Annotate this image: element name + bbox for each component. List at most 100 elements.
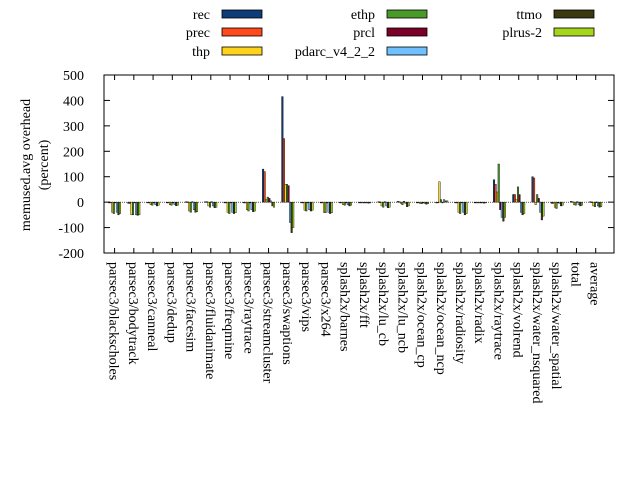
- bar-prec-parsec3-canneal: [148, 201, 151, 204]
- bar-thp-splash2x-ocean-cp: [419, 201, 422, 204]
- y-axis-label-unit: (percent): [37, 139, 52, 190]
- x-tick-label: splash2x/ocean_cp: [414, 262, 429, 368]
- bar-rec-parsec3-bodytrack: [127, 201, 130, 204]
- bar-pdarc_v4_2_2-splash2x-ocean-ncp: [443, 199, 446, 203]
- bar-plrus-2-parsec3-streamcluster: [273, 201, 275, 208]
- bar-prec-parsec3-raytrace: [244, 201, 247, 204]
- x-tick-label: splash2x/barnes: [337, 262, 352, 351]
- bar-prcl-parsec3-fluidanimate: [210, 201, 213, 203]
- bar-prcl-parsec3-dedup: [172, 201, 175, 204]
- x-tick-label: splash2x/ocean_ncp: [433, 262, 448, 375]
- bar-prec-splash2x-raytrace: [494, 184, 497, 203]
- bar-plrus-2-parsec3-vips: [311, 201, 314, 211]
- y-tick-label: 300: [63, 120, 84, 135]
- bar-thp-splash2x-lu-ncb: [399, 201, 402, 204]
- bar-rec-splash2x-water-spatial: [550, 201, 553, 204]
- bar-ethp-splash2x-water-nsquared: [536, 194, 539, 203]
- bar-plrus-2-splash2x-radix: [484, 201, 487, 204]
- bar-prec-parsec3-swaptions: [282, 138, 285, 203]
- bar-prcl-average: [595, 201, 598, 203]
- bar-prec-parsec3-bodytrack: [128, 201, 131, 204]
- bars-group: [104, 96, 614, 233]
- bar-prec-parsec3-dedup: [167, 201, 170, 204]
- x-tick-label: total: [568, 262, 583, 287]
- legend-swatch-plrus-2: [553, 27, 595, 37]
- bar-ethp-parsec3-canneal: [151, 201, 154, 206]
- bar-ethp-splash2x-volrend: [516, 186, 519, 203]
- bar-thp-parsec3-facesim: [188, 201, 191, 212]
- bar-plrus-2-parsec3-dedup: [176, 201, 179, 206]
- bar-thp-parsec3-fluidanimate: [207, 201, 210, 207]
- bar-prcl-splash2x-water-nsquared: [537, 198, 540, 203]
- bar-ethp-splash2x-ocean-ncp: [440, 199, 442, 203]
- bar-ethp-splash2x-lu-ncb: [401, 201, 404, 205]
- legend-swatch-ttmo: [553, 9, 595, 19]
- x-tick-label: parsec3/raytrace: [240, 262, 255, 354]
- bar-rec-splash2x-water-nsquared: [531, 176, 534, 203]
- bar-ethp-average: [593, 201, 596, 207]
- bar-ttmo-parsec3-raytrace: [252, 201, 255, 212]
- bar-prcl-parsec3-swaptions: [287, 185, 290, 203]
- bar-rec-splash2x-volrend: [512, 194, 515, 203]
- bar-pdarc_v4_2_2-parsec3-x264: [327, 201, 330, 213]
- bar-pdarc_v4_2_2-splash2x-lu-cb: [385, 201, 388, 207]
- bar-thp-parsec3-canneal: [149, 201, 152, 205]
- bar-prec-parsec3-vips: [302, 201, 305, 204]
- x-tick-label: parsec3/facesim: [183, 262, 198, 352]
- bar-ttmo-splash2x-fft: [367, 201, 370, 204]
- bar-prcl-splash2x-radix: [480, 201, 482, 204]
- x-ticks: parsec3/blackscholes parsec3/bodytrack par…: [106, 75, 602, 404]
- bar-pdarc_v4_2_2-parsec3-streamcluster: [269, 200, 272, 203]
- bar-ttmo-parsec3-dedup: [175, 201, 178, 206]
- bar-plrus-2-splash2x-radiosity: [465, 201, 468, 214]
- bar-prec-parsec3-freqmine: [225, 201, 228, 204]
- bar-prcl-parsec3-bodytrack: [133, 201, 136, 204]
- bar-thp-splash2x-raytrace: [496, 191, 499, 203]
- bar-prec-splash2x-water-spatial: [552, 201, 555, 204]
- x-tick-label: parsec3/blackscholes: [106, 262, 121, 380]
- bar-ttmo-parsec3-canneal: [155, 201, 158, 207]
- bar-rec-average: [589, 201, 592, 203]
- bar-pdarc_v4_2_2-splash2x-volrend: [520, 201, 523, 213]
- bar-ethp-splash2x-water-spatial: [555, 201, 558, 209]
- x-tick-label: parsec3/swaptions: [279, 262, 294, 365]
- bar-prec-splash2x-barnes: [340, 201, 343, 204]
- bar-plrus-2-splash2x-water-nsquared: [542, 201, 545, 217]
- bar-thp-parsec3-blackscholes: [111, 201, 114, 213]
- bar-rec-parsec3-freqmine: [223, 201, 226, 204]
- bar-prec-total: [571, 201, 574, 203]
- bar-prec-splash2x-ocean-cp: [417, 201, 420, 204]
- bar-plrus-2-total: [580, 201, 583, 206]
- bar-pdarc_v4_2_2-parsec3-freqmine: [231, 201, 234, 213]
- bar-rec-splash2x-ocean-ncp: [435, 201, 438, 204]
- bar-prec-splash2x-radix: [475, 201, 478, 204]
- bar-prcl-splash2x-lu-ncb: [403, 201, 406, 203]
- bar-rec-parsec3-vips: [300, 201, 303, 204]
- bar-ethp-parsec3-swaptions: [286, 184, 288, 203]
- bar-thp-parsec3-raytrace: [245, 201, 248, 210]
- bar-pdarc_v4_2_2-splash2x-barnes: [346, 201, 349, 205]
- bar-prec-splash2x-water-nsquared: [533, 177, 536, 203]
- bar-thp-parsec3-dedup: [169, 201, 171, 205]
- bar-ttmo-parsec3-freqmine: [232, 201, 235, 214]
- bar-thp-parsec3-freqmine: [226, 201, 229, 213]
- bar-prec-splash2x-ocean-ncp: [436, 201, 439, 204]
- bar-thp-total: [573, 201, 576, 205]
- bar-pdarc_v4_2_2-parsec3-canneal: [154, 201, 157, 205]
- bar-plrus-2-splash2x-lu-ncb: [407, 201, 410, 207]
- bar-prcl-splash2x-radiosity: [460, 201, 463, 204]
- bar-plrus-2-splash2x-fft: [369, 201, 372, 204]
- bar-plrus-2-splash2x-volrend: [523, 201, 526, 214]
- bar-pdarc_v4_2_2-splash2x-lu-ncb: [404, 201, 407, 204]
- legend-swatch-pdarc_v4_2_2: [386, 46, 428, 56]
- legend-label-prcl: prcl: [353, 26, 375, 41]
- bar-thp-splash2x-barnes: [342, 201, 345, 205]
- bar-ttmo-splash2x-ocean-ncp: [444, 200, 447, 203]
- bar-prec-parsec3-streamcluster: [263, 171, 266, 203]
- x-tick-label: splash2x/fft: [356, 262, 371, 328]
- legend: rec prec thp ethp prcl pdarc_v4_2_2 ttmo plrus-…: [186, 8, 595, 60]
- bar-plrus-2-parsec3-canneal: [157, 201, 160, 206]
- bar-ttmo-average: [598, 201, 601, 208]
- bar-rec-splash2x-lu-ncb: [396, 201, 399, 203]
